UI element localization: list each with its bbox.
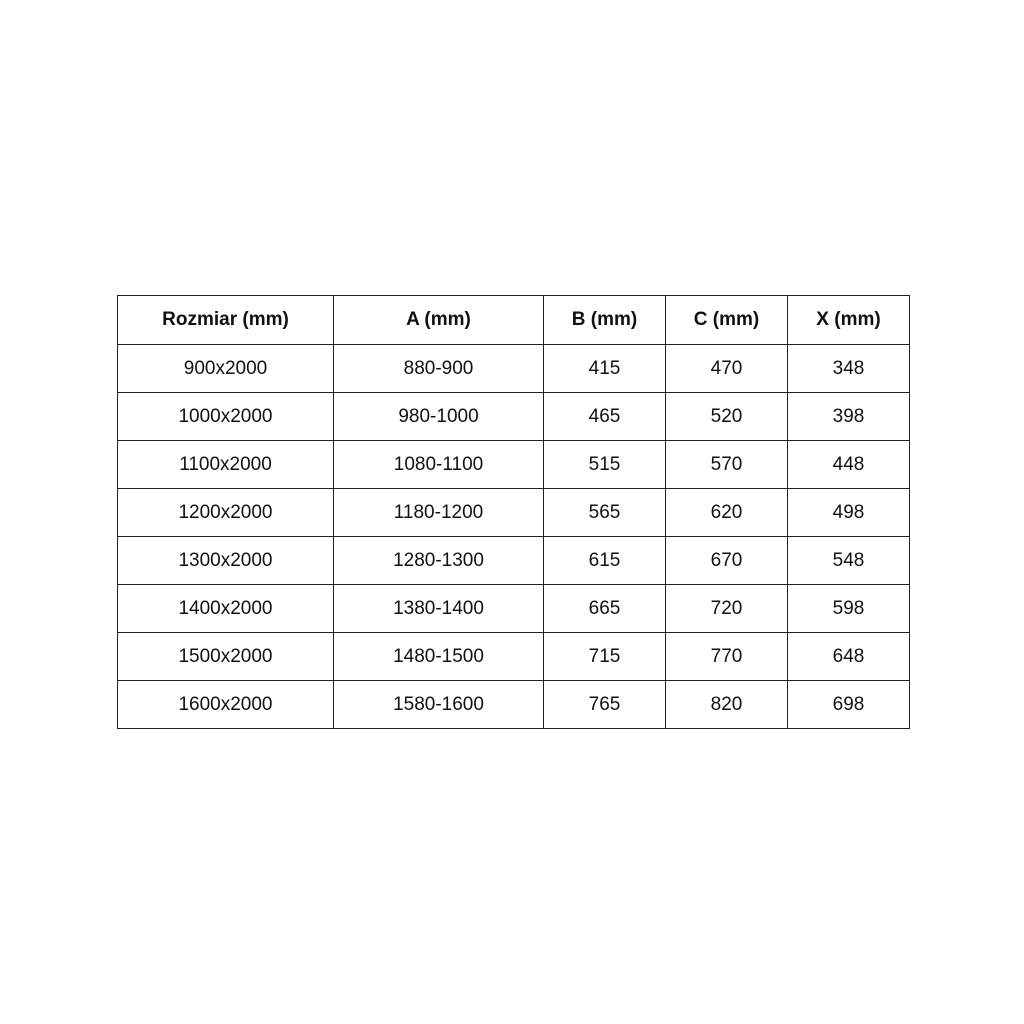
table-cell: 665 bbox=[543, 584, 666, 633]
table-cell: 520 bbox=[665, 392, 788, 441]
table-row: 1500x2000 1480-1500 715 770 648 bbox=[117, 632, 910, 681]
table-row: 1400x2000 1380-1400 665 720 598 bbox=[117, 584, 910, 633]
table-cell: 1500x2000 bbox=[117, 632, 334, 681]
table-cell: 465 bbox=[543, 392, 666, 441]
table-cell: 1180-1200 bbox=[333, 488, 544, 537]
table-cell: 698 bbox=[787, 680, 910, 729]
column-header: C (mm) bbox=[665, 295, 788, 345]
header-row: Rozmiar (mm) A (mm) B (mm) C (mm) X (mm) bbox=[117, 295, 910, 345]
table-cell: 715 bbox=[543, 632, 666, 681]
table-cell: 1080-1100 bbox=[333, 440, 544, 489]
table-cell: 498 bbox=[787, 488, 910, 537]
table-row: 900x2000 880-900 415 470 348 bbox=[117, 344, 910, 393]
table-cell: 1100x2000 bbox=[117, 440, 334, 489]
table-cell: 720 bbox=[665, 584, 788, 633]
column-header: Rozmiar (mm) bbox=[117, 295, 334, 345]
column-header: X (mm) bbox=[787, 295, 910, 345]
dimensions-table: Rozmiar (mm) A (mm) B (mm) C (mm) X (mm) 900… bbox=[117, 295, 910, 729]
table-cell: 470 bbox=[665, 344, 788, 393]
table-cell: 1580-1600 bbox=[333, 680, 544, 729]
table-cell: 515 bbox=[543, 440, 666, 489]
table-cell: 880-900 bbox=[333, 344, 544, 393]
table-cell: 670 bbox=[665, 536, 788, 585]
table-cell: 980-1000 bbox=[333, 392, 544, 441]
table-row: 1600x2000 1580-1600 765 820 698 bbox=[117, 680, 910, 729]
table-cell: 620 bbox=[665, 488, 788, 537]
table-cell: 548 bbox=[787, 536, 910, 585]
table-cell: 820 bbox=[665, 680, 788, 729]
table-cell: 348 bbox=[787, 344, 910, 393]
table-cell: 1000x2000 bbox=[117, 392, 334, 441]
table-row: 1200x2000 1180-1200 565 620 498 bbox=[117, 488, 910, 537]
column-header: B (mm) bbox=[543, 295, 666, 345]
table-cell: 770 bbox=[665, 632, 788, 681]
table-cell: 1380-1400 bbox=[333, 584, 544, 633]
table-cell: 765 bbox=[543, 680, 666, 729]
table-cell: 1400x2000 bbox=[117, 584, 334, 633]
table-cell: 1480-1500 bbox=[333, 632, 544, 681]
table-row: 1300x2000 1280-1300 615 670 548 bbox=[117, 536, 910, 585]
column-header: A (mm) bbox=[333, 295, 544, 345]
table-cell: 415 bbox=[543, 344, 666, 393]
table-cell: 615 bbox=[543, 536, 666, 585]
table-cell: 565 bbox=[543, 488, 666, 537]
table-cell: 570 bbox=[665, 440, 788, 489]
table-cell: 398 bbox=[787, 392, 910, 441]
table-cell: 1600x2000 bbox=[117, 680, 334, 729]
table-row: 1000x2000 980-1000 465 520 398 bbox=[117, 392, 910, 441]
table-cell: 1200x2000 bbox=[117, 488, 334, 537]
table-cell: 648 bbox=[787, 632, 910, 681]
table-row: 1100x2000 1080-1100 515 570 448 bbox=[117, 440, 910, 489]
table-cell: 448 bbox=[787, 440, 910, 489]
table-cell: 1300x2000 bbox=[117, 536, 334, 585]
table-cell: 598 bbox=[787, 584, 910, 633]
table-cell: 1280-1300 bbox=[333, 536, 544, 585]
table-cell: 900x2000 bbox=[117, 344, 334, 393]
